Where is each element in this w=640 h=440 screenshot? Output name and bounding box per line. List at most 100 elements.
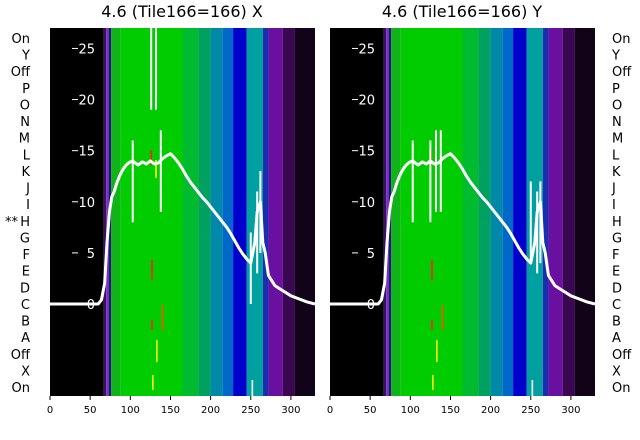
spectrum-band — [462, 28, 479, 396]
y-axis-ticks: 0 5 10 15 20 25 — [352, 42, 375, 313]
series-spikes — [131, 28, 262, 304]
row-label: I — [26, 198, 30, 213]
row-label: I — [612, 198, 616, 213]
row-label: Off — [612, 348, 632, 363]
row-label: X — [612, 364, 621, 379]
spectrum-band — [198, 28, 211, 396]
y-tick-label: 15 — [78, 145, 95, 160]
x-axis-ticks: 0 50 100 150 200 250 300 — [47, 396, 300, 416]
chart-title: 4.6 (Tile166=166) X — [101, 2, 263, 21]
spectrum-band — [210, 28, 223, 396]
spectrum-band — [478, 28, 491, 396]
row-label: K — [21, 165, 30, 180]
row-label: B — [612, 315, 621, 330]
row-label: C — [612, 298, 621, 313]
y-tick-label: 25 — [78, 42, 95, 57]
spectrum-band — [50, 28, 104, 396]
row-label: P — [22, 82, 30, 97]
y-axis-ticks: 0 5 10 15 20 25 — [72, 42, 95, 313]
x-tick-label: 0 — [47, 405, 53, 416]
row-label: H — [612, 215, 622, 230]
row-label: X — [21, 364, 30, 379]
row-label: O — [612, 98, 622, 113]
y-tick-label: 20 — [78, 94, 95, 109]
row-label: On — [12, 381, 30, 396]
panel-y: 4.6 (Tile166=166) Y 0 5 10 15 20 25 0 50 100 150… — [327, 2, 632, 416]
y-tick-label: 0 — [367, 298, 375, 313]
x-tick-label: 200 — [481, 405, 500, 416]
spectrum-band — [294, 28, 315, 396]
spectrum-band — [233, 28, 247, 396]
row-label: F — [612, 248, 619, 263]
row-label: Y — [611, 49, 620, 64]
x-tick-label: 50 — [364, 405, 377, 416]
spectrum-band — [513, 28, 527, 396]
spectrum-band — [111, 28, 121, 396]
y-tick-label: 5 — [367, 247, 375, 262]
row-label: H — [20, 215, 30, 230]
row-label: J — [25, 182, 30, 197]
spectrum-band — [106, 28, 109, 396]
row-label: B — [21, 315, 30, 330]
spectrum-band — [548, 28, 563, 396]
series-line — [50, 152, 316, 306]
x-tick-label: 150 — [161, 405, 180, 416]
row-label: O — [20, 98, 30, 113]
row-label: M — [612, 132, 623, 147]
y-tick-label: 25 — [358, 42, 375, 57]
row-label: N — [612, 115, 622, 130]
row-label: Off — [11, 348, 31, 363]
spectrum-band — [562, 28, 575, 396]
row-label: E — [22, 265, 30, 280]
row-label: D — [612, 281, 622, 296]
row-label: K — [612, 165, 621, 180]
x-tick-label: 250 — [521, 405, 540, 416]
row-label: On — [12, 32, 30, 47]
row-marker: ** — [5, 215, 19, 230]
spectrum-band — [526, 28, 543, 396]
row-label: C — [21, 298, 30, 313]
spectrum-bands — [330, 28, 595, 396]
x-tick-label: 50 — [84, 405, 97, 416]
x-tick-label: 100 — [121, 405, 140, 416]
x-tick-label: 300 — [281, 405, 300, 416]
row-label: Y — [21, 49, 30, 64]
row-label: L — [23, 148, 31, 163]
row-label: G — [612, 231, 622, 246]
row-label: E — [612, 265, 620, 280]
row-label: L — [612, 148, 620, 163]
x-axis-ticks: 0 50 100 150 200 250 300 — [327, 396, 580, 416]
row-label: F — [23, 248, 30, 263]
row-label: Off — [612, 65, 632, 80]
row-label: J — [611, 182, 616, 197]
spectrum-band — [574, 28, 595, 396]
spectrum-bands — [50, 28, 315, 396]
y-tick-label: 20 — [358, 94, 375, 109]
y-tick-label: 10 — [78, 196, 95, 211]
row-label: G — [20, 231, 30, 246]
spectrum-band — [262, 28, 269, 396]
y-tick-label: 0 — [87, 298, 95, 313]
row-label: On — [612, 32, 630, 47]
spectrum-band — [391, 28, 401, 396]
spectrum-band — [502, 28, 514, 396]
spectrum-band — [386, 28, 389, 396]
spectrum-band — [383, 28, 387, 396]
row-label: M — [19, 132, 30, 147]
spectrum-band — [182, 28, 199, 396]
row-label: P — [612, 82, 620, 97]
spectrum-band — [222, 28, 234, 396]
x-tick-label: 250 — [241, 405, 260, 416]
x-tick-label: 0 — [327, 405, 333, 416]
series-line — [330, 152, 596, 306]
x-tick-label: 300 — [561, 405, 580, 416]
row-label: On — [612, 381, 630, 396]
row-label: A — [21, 331, 30, 346]
spectrum-band — [490, 28, 503, 396]
row-label: N — [20, 115, 30, 130]
x-tick-label: 150 — [441, 405, 460, 416]
chart-title: 4.6 (Tile166=166) Y — [382, 2, 543, 21]
